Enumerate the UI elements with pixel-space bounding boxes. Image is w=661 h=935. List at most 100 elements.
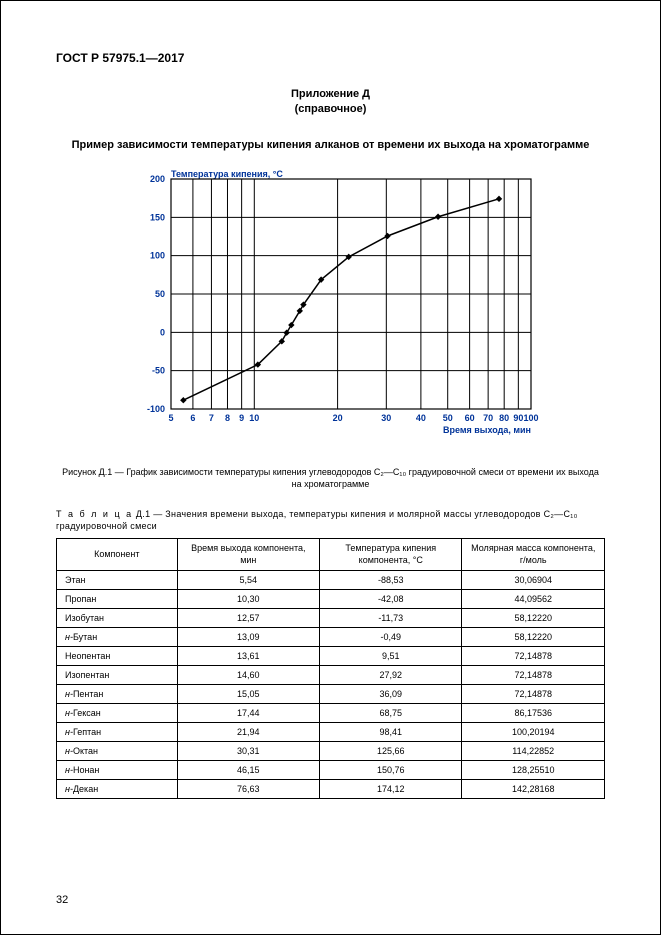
svg-text:7: 7 — [208, 413, 213, 423]
table-cell: 21,94 — [177, 722, 319, 741]
svg-text:200: 200 — [149, 174, 164, 184]
svg-text:0: 0 — [159, 327, 164, 337]
document-header: ГОСТ Р 57975.1—2017 — [56, 51, 605, 65]
table-cell: 46,15 — [177, 760, 319, 779]
table-row: н-Бутан13,09-0,4958,12220 — [57, 627, 605, 646]
table-caption: Т а б л и ц а Д.1 — Значения времени вых… — [56, 508, 605, 532]
table-cell: 30,06904 — [462, 570, 605, 589]
chart-container: Температура кипения, °С56789102030405060… — [121, 167, 541, 452]
table-header-cell: Время выхода компонента, мин — [177, 539, 319, 571]
svg-text:100: 100 — [523, 413, 538, 423]
svg-text:90: 90 — [513, 413, 523, 423]
table-cell: 142,28168 — [462, 779, 605, 798]
component-cell: Изопентан — [57, 665, 178, 684]
table-row: Этан5,54-88,5330,06904 — [57, 570, 605, 589]
table-row: н-Октан30,31125,66114,22852 — [57, 741, 605, 760]
component-cell: Изобутан — [57, 608, 178, 627]
svg-text:30: 30 — [381, 413, 391, 423]
table-cell: 5,54 — [177, 570, 319, 589]
svg-text:20: 20 — [332, 413, 342, 423]
table-header-row: КомпонентВремя выхода компонента, минТем… — [57, 539, 605, 571]
svg-text:70: 70 — [483, 413, 493, 423]
table-cell: 72,14878 — [462, 684, 605, 703]
table-cell: 13,61 — [177, 646, 319, 665]
table-row: н-Гексан17,4468,7586,17536 — [57, 703, 605, 722]
table-cell: 44,09562 — [462, 589, 605, 608]
table-cell: 150,76 — [320, 760, 462, 779]
svg-text:Время выхода, мин: Время выхода, мин — [442, 425, 530, 435]
table-cell: -0,49 — [320, 627, 462, 646]
table-head: КомпонентВремя выхода компонента, минТем… — [57, 539, 605, 571]
table-cell: 114,22852 — [462, 741, 605, 760]
svg-text:-100: -100 — [146, 404, 164, 414]
main-title: Пример зависимости температуры кипения а… — [56, 139, 605, 151]
table-row: Изобутан12,57-11,7358,12220 — [57, 608, 605, 627]
svg-text:Температура кипения, °С: Температура кипения, °С — [171, 169, 283, 179]
table-cell: -88,53 — [320, 570, 462, 589]
svg-text:60: 60 — [464, 413, 474, 423]
svg-text:8: 8 — [224, 413, 229, 423]
table-cell: 72,14878 — [462, 665, 605, 684]
table-row: н-Гептан21,9498,41100,20194 — [57, 722, 605, 741]
table-caption-rest: Д.1 — Значения времени выхода, температу… — [56, 509, 578, 531]
component-cell: н-Нонан — [57, 760, 178, 779]
table-header-cell: Молярная масса компонента, г/моль — [462, 539, 605, 571]
page-container: ГОСТ Р 57975.1—2017 Приложение Д (справо… — [0, 0, 661, 935]
svg-text:40: 40 — [415, 413, 425, 423]
table-cell: 98,41 — [320, 722, 462, 741]
svg-text:6: 6 — [190, 413, 195, 423]
table-cell: 125,66 — [320, 741, 462, 760]
component-cell: Этан — [57, 570, 178, 589]
table-cell: 17,44 — [177, 703, 319, 722]
boiling-point-chart: Температура кипения, °С56789102030405060… — [121, 167, 541, 447]
table-row: Пропан10,30-42,0844,09562 — [57, 589, 605, 608]
table-cell: 12,57 — [177, 608, 319, 627]
table-body: Этан5,54-88,5330,06904Пропан10,30-42,084… — [57, 570, 605, 798]
table-header-cell: Температура кипения компонента, °С — [320, 539, 462, 571]
svg-text:10: 10 — [249, 413, 259, 423]
appendix-line2: (справочное) — [295, 103, 367, 115]
component-cell: н-Гексан — [57, 703, 178, 722]
component-cell: н-Гептан — [57, 722, 178, 741]
svg-text:50: 50 — [154, 289, 164, 299]
table-cell: 27,92 — [320, 665, 462, 684]
table-cell: 72,14878 — [462, 646, 605, 665]
svg-text:50: 50 — [442, 413, 452, 423]
table-caption-prefix: Т а б л и ц а — [56, 509, 133, 519]
page-number: 32 — [56, 894, 68, 906]
table-cell: 174,12 — [320, 779, 462, 798]
hydrocarbon-table: КомпонентВремя выхода компонента, минТем… — [56, 538, 605, 799]
component-cell: н-Декан — [57, 779, 178, 798]
table-cell: 58,12220 — [462, 608, 605, 627]
table-cell: 10,30 — [177, 589, 319, 608]
appendix-line1: Приложение Д — [291, 88, 370, 100]
table-header-cell: Компонент — [57, 539, 178, 571]
table-cell: 36,09 — [320, 684, 462, 703]
table-row: н-Нонан46,15150,76128,25510 — [57, 760, 605, 779]
component-cell: Неопентан — [57, 646, 178, 665]
table-cell: 100,20194 — [462, 722, 605, 741]
svg-text:150: 150 — [149, 212, 164, 222]
table-cell: 128,25510 — [462, 760, 605, 779]
component-cell: н-Октан — [57, 741, 178, 760]
svg-text:100: 100 — [149, 250, 164, 260]
table-cell: 15,05 — [177, 684, 319, 703]
table-row: Неопентан13,619,5172,14878 — [57, 646, 605, 665]
table-cell: -11,73 — [320, 608, 462, 627]
table-cell: 86,17536 — [462, 703, 605, 722]
table-cell: -42,08 — [320, 589, 462, 608]
appendix-heading: Приложение Д (справочное) — [56, 87, 605, 117]
table-row: н-Декан76,63174,12142,28168 — [57, 779, 605, 798]
svg-text:5: 5 — [168, 413, 173, 423]
table-cell: 30,31 — [177, 741, 319, 760]
component-cell: н-Пентан — [57, 684, 178, 703]
component-cell: н-Бутан — [57, 627, 178, 646]
component-cell: Пропан — [57, 589, 178, 608]
table-cell: 14,60 — [177, 665, 319, 684]
table-row: н-Пентан15,0536,0972,14878 — [57, 684, 605, 703]
table-cell: 13,09 — [177, 627, 319, 646]
table-cell: 68,75 — [320, 703, 462, 722]
figure-caption: Рисунок Д.1 — График зависимости темпера… — [56, 466, 605, 490]
svg-text:-50: -50 — [151, 365, 164, 375]
svg-text:80: 80 — [499, 413, 509, 423]
